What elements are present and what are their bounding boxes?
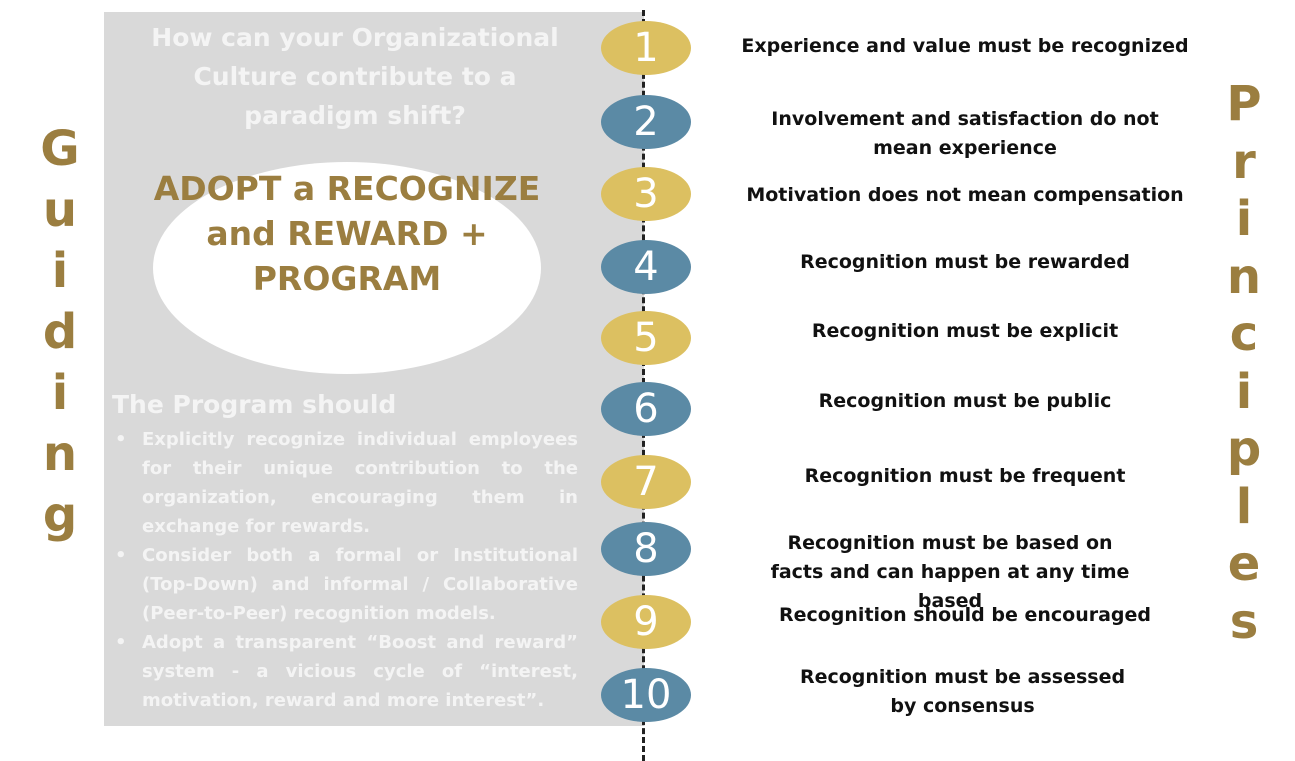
principles-letter: r [1232,133,1256,190]
principle-text-8: Recognition must be based on facts and c… [770,532,1130,612]
principle-text-9: Recognition should be encouraged [778,604,1152,626]
principles-letter: p [1226,421,1262,477]
principle-text-4: Recognition must be rewarded [800,251,1130,273]
guiding-letter: i [51,365,69,421]
number-circle-8: 8 [601,522,691,576]
program-point: Explicitly recognize individual employee… [112,425,578,541]
program-title: The Program should [112,390,397,419]
number-circle-4: 4 [601,240,691,294]
guiding-letter: G [40,121,80,177]
principles-vertical-word: P r i n c i p l e s [1218,80,1270,655]
number-circle-6: 6 [601,382,691,436]
principle-text-7: Recognition must be frequent [804,465,1126,487]
principle-text-5: Recognition must be explicit [811,320,1119,342]
program-point: Adopt a transparent “Boost and reward” s… [112,628,578,715]
number-circle-7: 7 [601,455,691,509]
principle-text-6: Recognition must be public [818,390,1112,412]
question-heading: How can your Organizational Culture cont… [151,23,559,130]
principles-letter: i [1235,191,1253,247]
guiding-letter: u [42,182,78,238]
principle-text-1: Experience and value must be recognized [741,35,1189,57]
principles-letter: n [1226,248,1262,305]
principles-letter: P [1226,76,1262,132]
guiding-vertical-word: G u i d i n g [34,125,86,552]
principle-text-10: Recognition must be assessed by consensu… [799,666,1126,717]
program-ellipse-text: ADOPT a RECOGNIZE and REWARD + PROGRAM [153,169,541,298]
program-points: Explicitly recognize individual employee… [112,425,578,715]
guiding-letter: i [51,243,69,299]
number-circle-1: 1 [601,21,691,75]
program-ellipse [153,162,541,374]
principles-letter: i [1235,363,1253,420]
principles-letter: s [1229,593,1259,650]
number-circle-10: 10 [601,668,691,722]
number-circle-9: 9 [601,595,691,649]
principle-text-2: Involvement and satisfaction do not mean… [771,108,1159,159]
number-circle-2: 2 [601,95,691,149]
guiding-letter: g [42,487,78,543]
guiding-letter: d [42,304,78,360]
principle-text-3: Motivation does not mean compensation [746,184,1184,206]
number-circle-3: 3 [601,167,691,221]
principles-letter: e [1227,536,1261,592]
principles-letter: l [1235,478,1253,535]
guiding-letter: n [42,426,78,482]
principles-letter: c [1229,306,1259,362]
program-point: Consider both a formal or Institutional … [112,541,578,628]
number-circle-5: 5 [601,311,691,365]
